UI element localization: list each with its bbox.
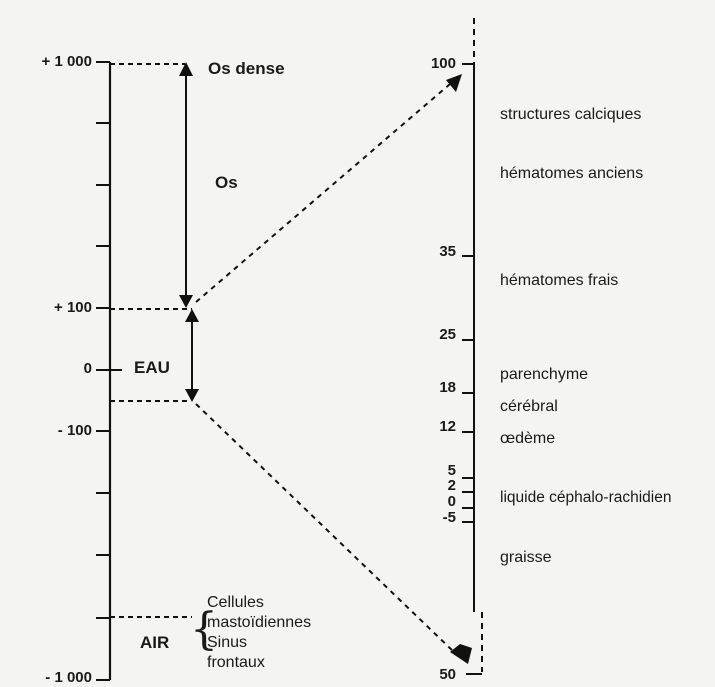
right-tick-label-25: 25 — [439, 326, 456, 343]
left-tick-label-plus1000: + 1 000 — [41, 53, 92, 70]
tissue-label: hématomes anciens — [500, 165, 644, 182]
right-tick-label-35: 35 — [439, 243, 456, 260]
eau-arrow-up — [185, 309, 199, 322]
right-tick-label-5: 5 — [447, 462, 456, 479]
os-dense-label: Os dense — [208, 59, 285, 78]
right-tick-label-minus5: -5 — [442, 509, 456, 526]
os-arrow-down — [179, 295, 193, 308]
air-item: Sinus — [207, 634, 248, 651]
air-item: frontaux — [207, 654, 265, 671]
projection-lower-arrow — [450, 644, 472, 664]
right-tick-label-50: 50 — [439, 666, 456, 683]
right-tick-label-100: 100 — [430, 55, 456, 72]
left-tick-label-minus100: - 100 — [57, 422, 92, 439]
left-tick-label-minus1000: - 1 000 — [45, 669, 92, 686]
tissue-label: parenchyme — [500, 366, 589, 383]
projection-upper — [195, 83, 451, 303]
tissue-label: structures calciques — [500, 106, 642, 123]
air-item: Cellules — [207, 594, 264, 611]
tissue-label: hématomes frais — [500, 272, 619, 289]
tissue-label: œdème — [500, 430, 556, 447]
tissue-label: cérébral — [500, 398, 558, 415]
air-item: mastoïdiennes — [207, 614, 312, 631]
os-label: Os — [215, 173, 238, 192]
left-tick-label-zero: 0 — [83, 360, 92, 377]
right-tick-label-18: 18 — [439, 379, 456, 396]
eau-arrow-down — [185, 389, 199, 402]
right-tick-label-0: 0 — [447, 493, 456, 510]
tissue-label: liquide céphalo-rachidien — [500, 489, 672, 506]
eau-label: EAU — [134, 358, 170, 377]
left-tick-label-plus100: + 100 — [54, 299, 92, 316]
air-label: AIR — [140, 633, 170, 652]
tissue-label: graisse — [500, 549, 552, 566]
right-tick-label-2: 2 — [447, 477, 456, 494]
projection-upper-arrow — [446, 74, 462, 92]
air-brace: { — [190, 604, 218, 655]
air-items: Cellules mastoïdiennes Sinus frontaux — [207, 593, 311, 673]
right-tick-label-12: 12 — [439, 418, 456, 435]
os-arrow-up — [179, 62, 193, 76]
